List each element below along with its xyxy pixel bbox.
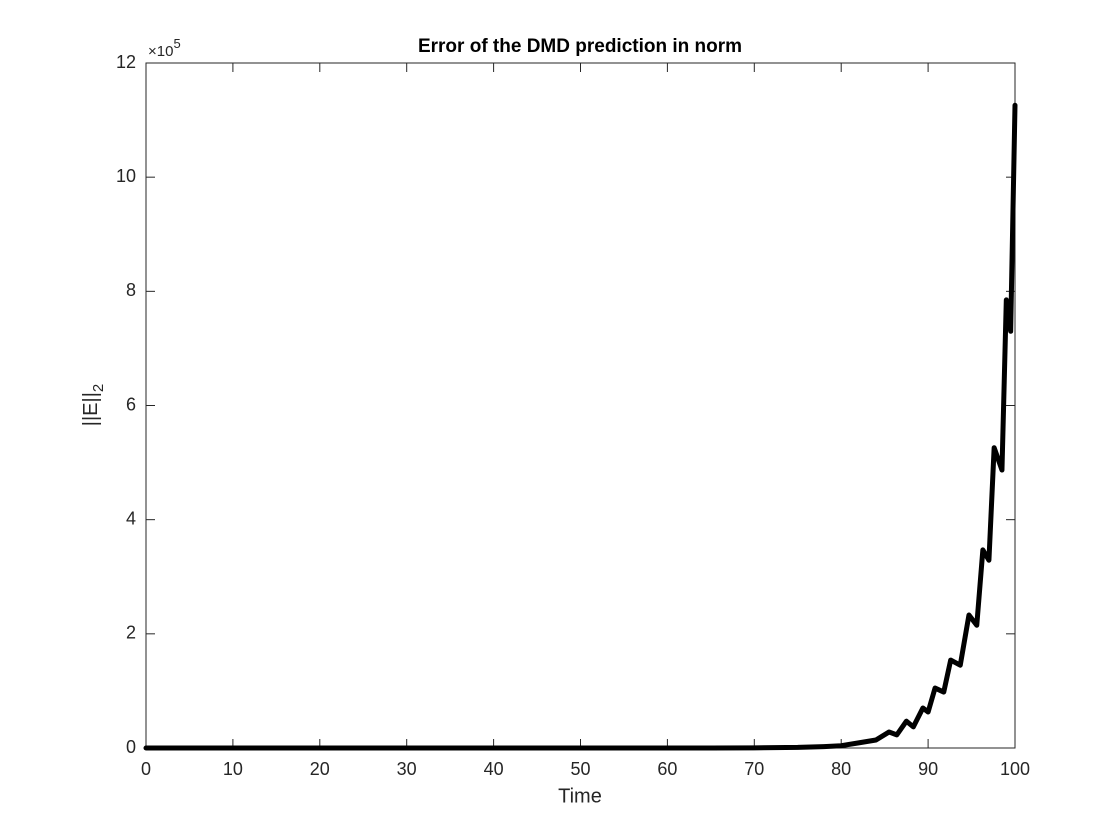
x-tick-label: 0 <box>141 759 151 779</box>
y-tick-label: 12 <box>116 52 136 72</box>
x-tick-label: 20 <box>310 759 330 779</box>
y-multiplier-base: ×10 <box>148 43 173 60</box>
x-axis-label: Time <box>558 785 602 807</box>
data-line <box>143 102 1018 751</box>
y-axis-label: ||E||2 <box>80 384 107 426</box>
y-axis-label-main: ||E|| <box>80 392 102 426</box>
y-axis-label-subscript: 2 <box>90 384 107 392</box>
x-tick-label: 40 <box>484 759 504 779</box>
x-tick-label: 30 <box>397 759 417 779</box>
y-multiplier: ×105 <box>148 36 181 60</box>
y-tick-label: 6 <box>126 394 136 414</box>
y-multiplier-exponent: 5 <box>173 36 180 51</box>
x-tick-label: 100 <box>1000 759 1030 779</box>
y-tick-label: 2 <box>126 623 136 643</box>
x-tick-label: 10 <box>223 759 243 779</box>
x-tick-label: 90 <box>918 759 938 779</box>
y-tick-label: 0 <box>126 737 136 757</box>
x-tick-label: 60 <box>657 759 677 779</box>
y-tick-label: 8 <box>126 280 136 300</box>
x-tick-label: 70 <box>744 759 764 779</box>
y-tick-label: 10 <box>116 166 136 186</box>
x-tick-label: 50 <box>570 759 590 779</box>
x-tick-label: 80 <box>831 759 851 779</box>
y-tick-label: 4 <box>126 508 136 528</box>
chart-title: Error of the DMD prediction in norm <box>418 36 742 57</box>
